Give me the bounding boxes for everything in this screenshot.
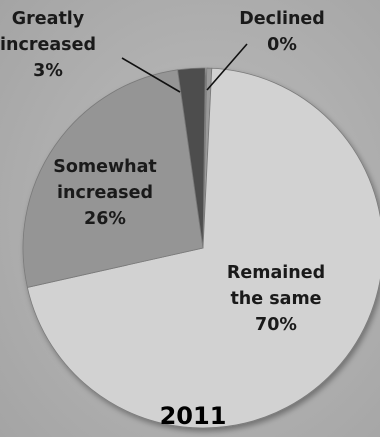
leader-greatly-increased <box>121 57 181 93</box>
slice-labels: Declined 0% Remained the same 70% Somewhat inc… <box>0 9 325 335</box>
label-greatly-increased: Greatly increased 3% <box>0 9 96 81</box>
label-declined: Declined 0% <box>239 9 325 55</box>
leader-lines <box>121 43 248 93</box>
pie-slices <box>22 67 380 429</box>
slice-greatly-increased <box>177 67 206 249</box>
label-somewhat-increased: Somewhat increased 26% <box>53 157 157 229</box>
leader-declined <box>206 43 248 91</box>
slice-somewhat-increased <box>22 69 204 288</box>
slice-remained-the-same <box>26 67 380 429</box>
label-remained-the-same: Remained the same 70% <box>227 263 325 335</box>
chart-title: 2011 <box>160 402 227 430</box>
